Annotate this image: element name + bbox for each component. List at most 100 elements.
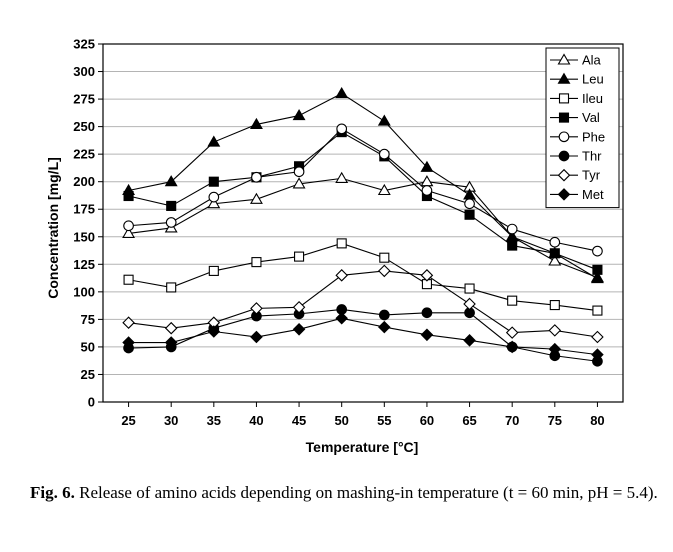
data-point-ileu	[251, 257, 262, 268]
x-tick-label: 35	[207, 413, 221, 428]
series-phe	[123, 123, 603, 257]
data-point-ileu	[507, 295, 518, 306]
series-line-tyr	[128, 270, 598, 338]
y-tick-label: 25	[81, 367, 95, 382]
legend-item-val: Val	[550, 110, 600, 125]
legend-item-leu: Leu	[550, 72, 604, 87]
data-point-met	[335, 312, 348, 325]
data-point-met	[378, 320, 391, 334]
legend-box	[545, 47, 620, 209]
y-tick-label: 150	[73, 229, 95, 244]
data-point-leu	[590, 272, 604, 284]
data-point-ileu	[549, 300, 560, 311]
legend-marker-ileu	[558, 93, 570, 104]
series-line-ala	[128, 177, 598, 279]
legend-item-met: Met	[550, 187, 604, 202]
data-point-phe	[251, 171, 262, 183]
caption-label: Fig. 6.	[30, 483, 75, 502]
axes	[98, 43, 624, 407]
data-point-phe	[421, 185, 433, 196]
data-point-met	[591, 348, 604, 361]
data-point-leu	[249, 117, 263, 129]
data-point-met	[164, 336, 178, 349]
data-point-leu	[207, 135, 221, 147]
x-tick-label: 60	[420, 413, 434, 428]
data-point-ileu	[592, 305, 603, 316]
data-point-tyr	[505, 326, 519, 339]
x-tick-label: 70	[505, 413, 519, 428]
data-point-val	[464, 209, 475, 220]
data-point-ala	[377, 183, 391, 196]
series	[122, 86, 604, 367]
series-tyr	[122, 264, 604, 344]
series-ala	[122, 171, 604, 283]
data-point-tyr	[463, 297, 476, 311]
data-point-met	[207, 325, 221, 338]
data-point-met	[292, 323, 306, 336]
y-tick-label: 325	[73, 37, 95, 52]
x-tick-label: 80	[590, 413, 604, 428]
data-point-val	[166, 200, 177, 211]
legend-label: Leu	[582, 72, 604, 87]
data-point-met	[420, 328, 434, 342]
data-point-leu	[335, 86, 349, 99]
data-point-ileu	[336, 238, 347, 249]
legend-item-phe: Phe	[550, 129, 605, 144]
y-tick-label: 300	[73, 64, 95, 79]
legend-marker-met	[557, 188, 571, 201]
data-point-ala	[292, 177, 306, 189]
y-tick-label: 175	[73, 202, 95, 217]
y-tick-label: 125	[73, 257, 95, 272]
data-point-tyr	[164, 321, 178, 335]
data-point-tyr	[420, 269, 434, 282]
y-tick-label: 225	[73, 147, 95, 162]
data-point-phe	[123, 220, 134, 232]
data-point-phe	[208, 191, 220, 203]
data-point-ala	[207, 197, 221, 209]
x-tick-label: 65	[462, 413, 476, 428]
y-tick-label: 50	[81, 339, 95, 354]
data-point-tyr	[591, 330, 604, 344]
y-tick-label: 275	[73, 92, 95, 107]
data-point-met	[122, 336, 135, 349]
data-point-ala	[335, 171, 349, 183]
legend-item-thr: Thr	[550, 149, 602, 164]
data-point-phe	[464, 198, 475, 210]
y-tick-label: 200	[73, 174, 95, 189]
data-point-phe	[506, 223, 518, 235]
legend-label: Ileu	[582, 91, 603, 106]
series-line-met	[128, 317, 598, 356]
data-point-thr	[378, 309, 390, 321]
data-point-phe	[378, 148, 390, 160]
data-point-ileu	[294, 251, 305, 262]
data-point-leu	[292, 109, 306, 121]
y-axis-label: Concentration [mg/L]	[45, 157, 61, 299]
x-tick-label: 25	[121, 413, 135, 428]
series-leu	[122, 86, 604, 284]
x-tick-label: 75	[548, 413, 562, 428]
y-tick-label: 250	[73, 119, 95, 134]
data-point-met	[505, 340, 519, 354]
data-point-ileu	[379, 252, 390, 263]
line-chart: 0 25 50 75 100 125 150 175 200 225 250 275 300 325 25 3…	[45, 37, 624, 455]
legend-marker-leu	[557, 72, 571, 84]
x-tick-label: 30	[164, 413, 178, 428]
legend-label: Ala	[582, 53, 602, 68]
data-point-val	[507, 240, 518, 251]
y-tick-label: 100	[73, 284, 95, 299]
x-tick-label: 55	[377, 413, 391, 428]
x-tick-label: 40	[249, 413, 263, 428]
series-thr	[123, 304, 603, 367]
data-point-tyr	[292, 300, 306, 314]
legend-marker-ala	[557, 53, 571, 65]
data-point-tyr	[122, 316, 135, 329]
legend-item-ala: Ala	[550, 53, 602, 68]
x-axis-label: Temperature [°C]	[306, 439, 419, 455]
legend-marker-tyr	[557, 168, 571, 182]
data-point-val	[592, 264, 603, 275]
chart: 0 25 50 75 100 125 150 175 200 225 250 275 300 325 25 3…	[45, 37, 624, 455]
legend-label: Phe	[582, 129, 605, 144]
x-tick-label: 50	[334, 413, 348, 428]
series-line-phe	[128, 128, 598, 252]
data-point-met	[250, 330, 263, 344]
